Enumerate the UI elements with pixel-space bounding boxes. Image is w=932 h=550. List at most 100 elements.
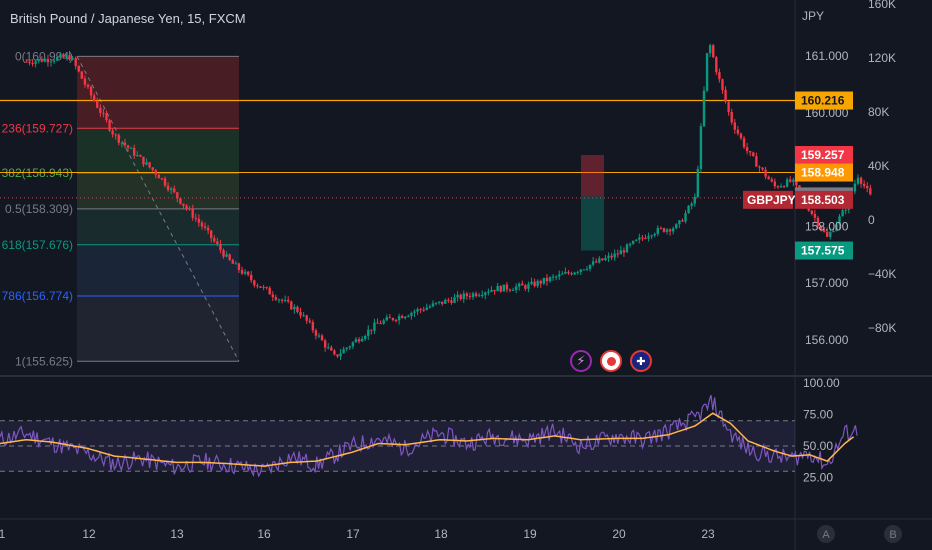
candle-body — [302, 315, 305, 317]
candle-body — [628, 243, 632, 245]
candle-body — [514, 286, 518, 291]
price-tick-label: 156.000 — [805, 333, 849, 347]
candle-body — [484, 292, 487, 295]
time-tick-label: 12 — [82, 527, 96, 541]
candle-body — [323, 340, 327, 348]
candle-body — [619, 250, 623, 255]
symbol-title[interactable]: British Pound / Japanese Yen, 15, FXCM — [10, 11, 246, 26]
volume-tick-label: 120K — [868, 51, 896, 65]
candle-body — [838, 216, 841, 225]
candle-body — [373, 322, 376, 331]
axis-button-label: A — [822, 529, 830, 541]
candle-body — [579, 269, 582, 272]
candle-body — [668, 229, 672, 232]
candle-body — [447, 299, 450, 301]
candle-body — [650, 235, 653, 237]
candle-body — [502, 284, 505, 292]
candle-body — [862, 183, 866, 187]
candle-body — [37, 59, 40, 62]
candle-body — [712, 45, 715, 58]
candle-body — [641, 237, 644, 239]
symbol-price-bg — [795, 190, 853, 209]
candle-body — [678, 220, 681, 225]
candle-body — [785, 179, 789, 187]
candle-body — [182, 203, 185, 206]
candle-body — [308, 320, 311, 323]
candle-body — [271, 294, 274, 298]
candle-body — [595, 261, 598, 263]
fibonacci-retracement[interactable]: 0(160.994)236(159.727)382(158.943)0.5(15… — [2, 49, 240, 368]
stop-loss-price-label: 159.257 — [801, 148, 845, 162]
candle-body — [733, 122, 736, 130]
candle-body — [274, 297, 278, 300]
candle-body — [169, 188, 173, 190]
candle-body — [681, 220, 684, 222]
candle-body — [687, 205, 690, 214]
candle-body — [99, 107, 102, 113]
candle-body — [379, 323, 382, 325]
candle-body — [745, 147, 749, 152]
candle-body — [246, 271, 250, 275]
candle-body — [413, 311, 416, 313]
candle-body — [835, 224, 838, 232]
candle-body — [333, 350, 336, 355]
price-tick-label: 157.000 — [805, 276, 849, 290]
short-position-tool[interactable] — [581, 155, 604, 251]
candle-body — [77, 65, 80, 72]
candle-body — [672, 228, 675, 232]
candle-body — [327, 347, 330, 349]
candle-body — [416, 309, 419, 312]
rsi-tick-label: 75.00 — [803, 408, 833, 422]
time-tick-label: 18 — [434, 527, 448, 541]
candle-body — [422, 309, 425, 311]
candle-body — [243, 271, 247, 274]
resistance-price-label: 160.216 — [801, 94, 845, 108]
candle-body — [191, 208, 194, 218]
axis-button-a[interactable] — [817, 525, 835, 543]
candle-body — [52, 60, 56, 62]
candle-body — [813, 213, 817, 218]
candle-body — [779, 186, 783, 188]
candle-body — [625, 244, 629, 253]
resistance-price-label-bg — [795, 91, 853, 110]
candle-body — [465, 293, 469, 297]
candle-body — [724, 89, 727, 102]
candle-body — [203, 226, 207, 228]
candle-body — [231, 260, 234, 264]
candle-body — [468, 296, 472, 298]
horizontal-lines[interactable] — [0, 99, 795, 199]
candle-body — [299, 311, 302, 316]
candle-body — [493, 289, 496, 292]
candle-body — [351, 342, 355, 347]
candle-body — [702, 90, 706, 127]
lightning-icon[interactable]: ⚡ — [570, 350, 592, 372]
candle-body — [622, 250, 626, 253]
candle-body — [407, 315, 410, 317]
candle-body — [166, 185, 170, 190]
target-icon[interactable] — [600, 350, 622, 372]
candle-body — [145, 162, 148, 165]
uk-flag-icon[interactable]: ✚ — [630, 350, 652, 372]
candle-body — [690, 203, 693, 206]
axis-button-b[interactable] — [884, 525, 902, 543]
candle-body — [481, 294, 484, 296]
candle-body — [631, 240, 635, 244]
candle-body — [591, 261, 595, 265]
stop-loss-zone — [581, 155, 604, 197]
candle-body — [819, 226, 823, 230]
price-candles — [25, 43, 872, 361]
candle-body — [173, 188, 176, 193]
candle-body — [129, 147, 133, 149]
candle-body — [730, 111, 733, 123]
fib-zone — [77, 244, 239, 297]
candle-body — [601, 258, 604, 261]
candle-body — [761, 167, 764, 170]
candle-body — [410, 312, 413, 316]
time-tick-label: 13 — [170, 527, 184, 541]
candle-body — [441, 301, 444, 304]
candle-body — [558, 274, 561, 277]
rsi-pane — [0, 394, 858, 478]
candle-body — [527, 284, 530, 289]
candle-body — [265, 286, 268, 288]
